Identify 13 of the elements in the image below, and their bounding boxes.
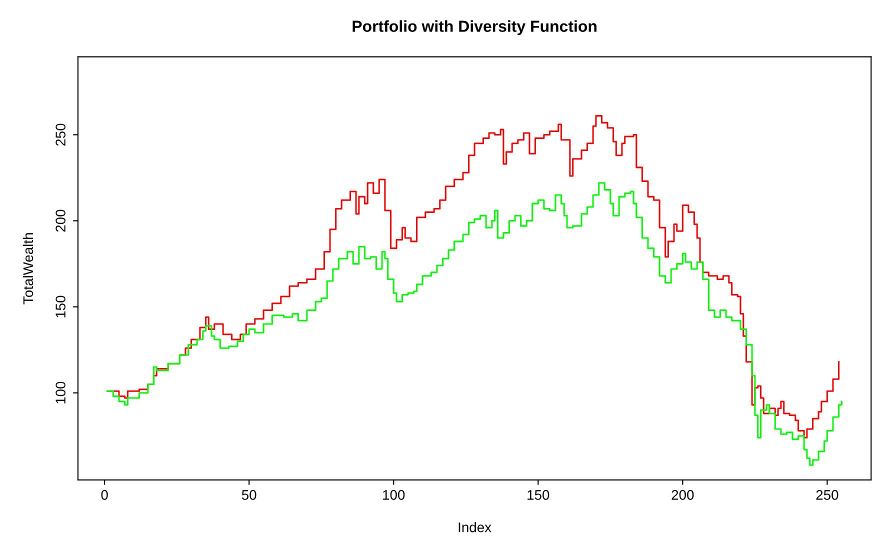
x-tick-label: 0 [101, 490, 108, 500]
chart-title: Portfolio with Diversity Function [352, 20, 596, 36]
x-tick-label: 50 [242, 490, 256, 500]
y-axis-title: TotalWealth [22, 233, 34, 304]
x-tick-label: 200 [672, 490, 694, 500]
x-axis-title: Index [458, 522, 492, 532]
x-tick-label: 150 [528, 490, 550, 500]
y-tick-label: 250 [56, 124, 66, 146]
x-tick-label: 250 [816, 490, 838, 500]
y-tick-label: 100 [56, 382, 66, 404]
y-tick-label: 150 [56, 296, 66, 318]
y-tick-label: 200 [56, 210, 66, 232]
x-tick-label: 100 [383, 490, 405, 500]
